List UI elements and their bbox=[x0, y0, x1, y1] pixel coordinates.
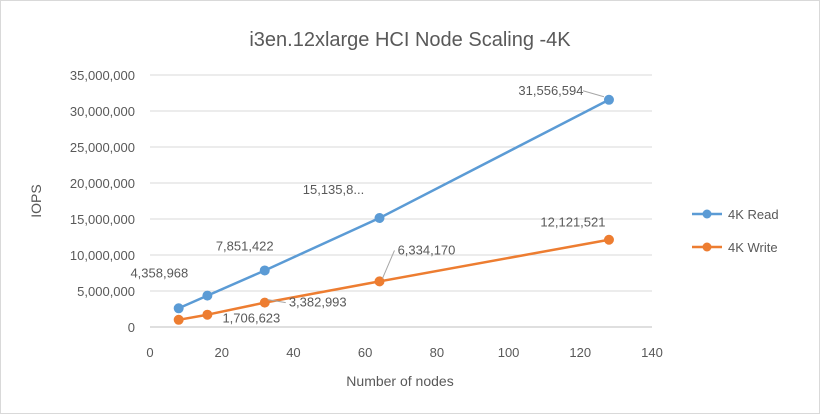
data-label-4k-read: 4,358,968 bbox=[130, 266, 188, 281]
data-label-4k-read: 31,556,594 bbox=[518, 83, 583, 98]
data-point-4k-write bbox=[374, 276, 385, 287]
data-label-leader bbox=[267, 299, 286, 304]
data-label-4k-read: 15,135,8... bbox=[303, 182, 364, 197]
chart-title: i3en.12xlarge HCI Node Scaling -4K bbox=[249, 29, 571, 51]
x-tick-label: 120 bbox=[569, 345, 591, 360]
y-tick-label: 20,000,000 bbox=[70, 176, 135, 191]
data-label-4k-write: 3,382,993 bbox=[289, 295, 347, 310]
data-point-4k-write bbox=[603, 234, 614, 245]
y-tick-label: 0 bbox=[128, 320, 135, 335]
data-point-4k-write bbox=[202, 309, 213, 320]
x-tick-label: 80 bbox=[430, 345, 444, 360]
y-tick-label: 5,000,000 bbox=[77, 284, 135, 299]
y-axis-title: IOPS bbox=[28, 184, 44, 217]
data-label-4k-write: 12,121,521 bbox=[540, 215, 605, 230]
data-label-leader bbox=[382, 250, 395, 279]
y-tick-label: 25,000,000 bbox=[70, 140, 135, 155]
legend-swatch-marker bbox=[702, 242, 712, 252]
data-point-4k-write bbox=[259, 297, 270, 308]
x-tick-label: 20 bbox=[214, 345, 228, 360]
y-tick-label: 35,000,000 bbox=[70, 68, 135, 83]
x-tick-label: 60 bbox=[358, 345, 372, 360]
data-point-4k-read bbox=[374, 213, 385, 224]
data-point-4k-read bbox=[202, 290, 213, 301]
legend-label: 4K Write bbox=[728, 240, 778, 255]
data-point-4k-write bbox=[173, 314, 184, 325]
y-tick-label: 15,000,000 bbox=[70, 212, 135, 227]
x-tick-label: 100 bbox=[498, 345, 520, 360]
data-label-leader bbox=[582, 90, 605, 98]
data-point-4k-read bbox=[173, 303, 184, 314]
legend-label: 4K Read bbox=[728, 207, 779, 222]
data-label-4k-write: 1,706,623 bbox=[222, 311, 280, 326]
y-tick-label: 10,000,000 bbox=[70, 248, 135, 263]
data-label-4k-write: 6,334,170 bbox=[398, 242, 456, 257]
x-tick-label: 40 bbox=[286, 345, 300, 360]
data-point-4k-read bbox=[259, 265, 270, 276]
x-tick-label: 140 bbox=[641, 345, 663, 360]
series-line-4k-read bbox=[178, 98, 610, 310]
y-tick-label: 30,000,000 bbox=[70, 104, 135, 119]
data-label-4k-read: 7,851,422 bbox=[216, 238, 274, 253]
x-tick-label: 0 bbox=[146, 345, 153, 360]
legend-entry-4k-read: 4K Read bbox=[692, 207, 779, 222]
x-axis-title: Number of nodes bbox=[346, 373, 453, 389]
data-point-4k-read bbox=[603, 94, 614, 105]
legend-entry-4k-write: 4K Write bbox=[692, 240, 778, 255]
legend-swatch-marker bbox=[702, 209, 712, 219]
